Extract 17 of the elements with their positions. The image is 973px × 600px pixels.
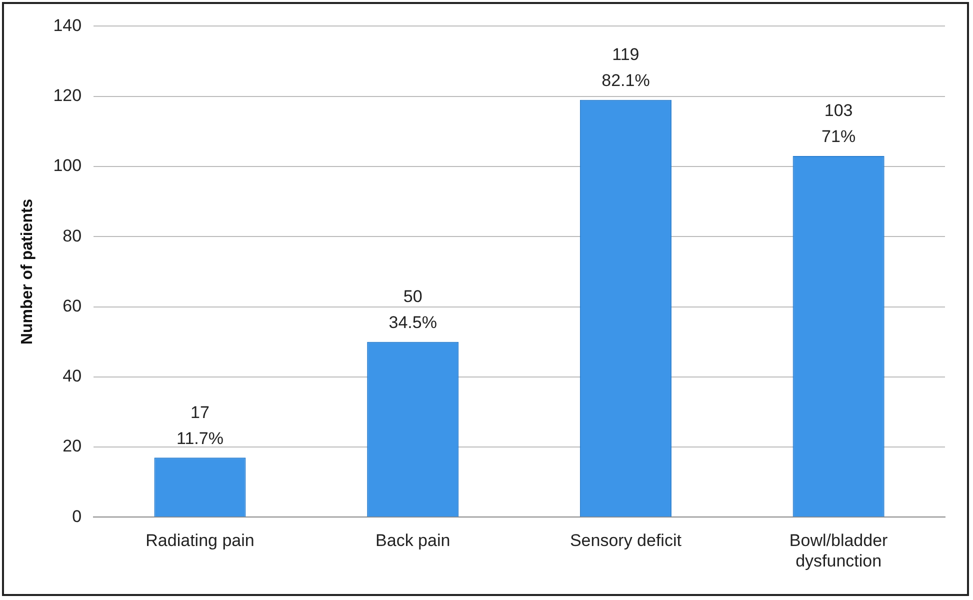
x-tick-label: Bowl/bladder dysfunction [789, 531, 888, 570]
data-label: 50 34.5% [388, 287, 437, 332]
data-label: 17 11.7% [176, 402, 224, 448]
x-tick-label: Sensory deficit [570, 531, 682, 550]
data-label: 103 71% [822, 101, 856, 146]
x-tick-label: Radiating pain [146, 531, 254, 550]
y-tick-label: 120 [53, 86, 82, 106]
y-tick-label: 80 [62, 226, 82, 246]
y-tick-label: 40 [62, 366, 82, 386]
y-tick-label: 20 [62, 436, 82, 456]
y-tick-label: 0 [72, 506, 82, 526]
data-label: 119 82.1% [602, 45, 650, 90]
x-tick-label: Back pain [376, 531, 450, 550]
y-tick-label: 60 [62, 296, 82, 316]
y-axis-title: Number of patients [19, 198, 36, 345]
y-tick-label: 100 [53, 156, 82, 176]
y-tick-label: 140 [53, 16, 82, 35]
